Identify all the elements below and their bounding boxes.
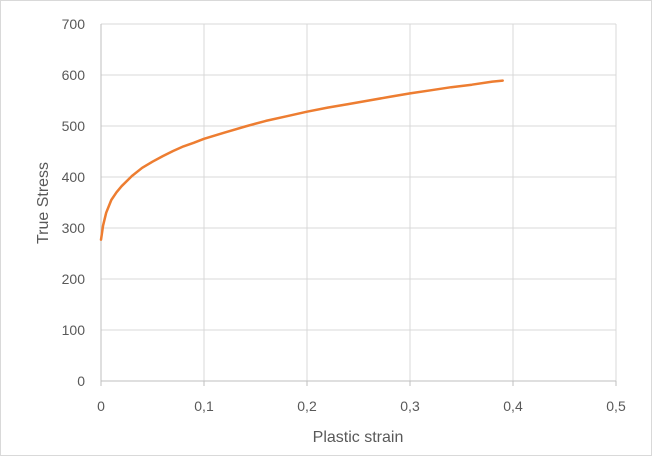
y-tick-label: 400 <box>62 169 86 185</box>
y-axis-title: True Stress <box>35 162 52 244</box>
y-tick-label: 300 <box>62 220 86 236</box>
y-tick-label: 700 <box>62 16 86 32</box>
series-group <box>99 79 504 241</box>
y-tick-label: 0 <box>77 373 85 389</box>
x-tick-label: 0,3 <box>400 398 420 414</box>
x-axis-title: Plastic strain <box>313 429 404 446</box>
gridlines <box>101 23 617 381</box>
y-tick-label: 600 <box>62 67 86 83</box>
x-tick-label: 0 <box>97 398 105 414</box>
x-tick-label: 0,2 <box>297 398 317 414</box>
axis-lines <box>100 24 617 386</box>
y-tick-label: 500 <box>62 118 86 134</box>
x-tick-label: 0,5 <box>606 398 626 414</box>
series-line <box>99 79 504 241</box>
x-tick-labels: 0 0,1 0,2 0,3 0,4 0,5 <box>97 398 626 414</box>
y-tick-labels: 0 100 200 300 400 500 600 700 <box>62 16 86 389</box>
x-tick-label: 0,1 <box>194 398 214 414</box>
y-tick-label: 100 <box>62 322 86 338</box>
x-tick-label: 0,4 <box>503 398 523 414</box>
y-tick-label: 200 <box>62 271 86 287</box>
